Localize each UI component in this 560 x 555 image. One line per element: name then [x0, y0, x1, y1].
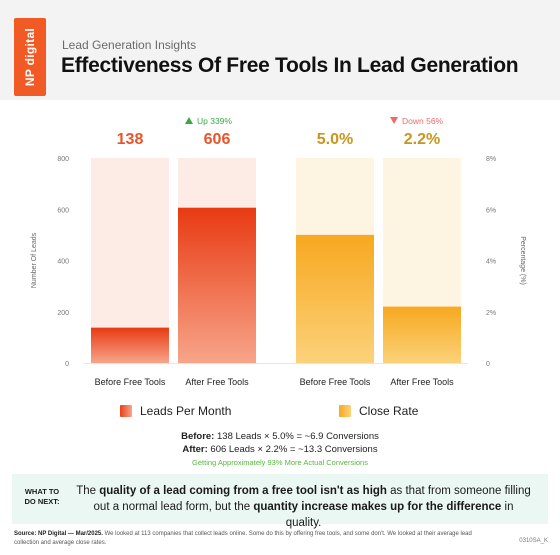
right-axis-label: Percentage (%)	[519, 236, 526, 285]
category-label: Before Free Tools	[300, 377, 371, 387]
what-to-do-next-text: The quality of a lead coming from a free…	[76, 485, 531, 529]
calc-after: After: 606 Leads × 2.2% = ~13.3 Conversi…	[182, 444, 378, 455]
left-tick-label: 200	[57, 310, 69, 317]
bar-rate-after	[383, 306, 461, 363]
right-tick-label: 4%	[486, 259, 496, 266]
legend-leads: Leads Per Month	[120, 404, 231, 418]
bar-rate-before	[296, 234, 374, 363]
bar-value-label: 606	[204, 131, 231, 148]
left-tick-label: 400	[57, 259, 69, 266]
legend-swatch-rate	[339, 405, 351, 417]
bar-value-label: 5.0%	[317, 131, 353, 148]
down-arrow-icon	[390, 117, 398, 124]
right-tick-label: 8%	[486, 156, 496, 163]
category-label: Before Free Tools	[95, 377, 166, 387]
source-note: Source: NP Digital — Mar/2025. We looked…	[14, 531, 472, 546]
bar-chart: 0 200 400 600 800 Number Of Leads 0 2% 4% 6% 8% Per…	[31, 116, 526, 387]
header: NP digital Lead Generation Insights Effe…	[0, 0, 560, 100]
left-tick-label: 600	[57, 207, 69, 214]
bar-leads-before	[91, 327, 169, 363]
np-digital-logo: NP digital	[14, 18, 46, 96]
left-tick-label: 800	[57, 156, 69, 163]
change-label: Down 56%	[402, 116, 444, 126]
right-tick-label: 0	[486, 361, 490, 368]
legend-swatch-leads	[120, 405, 132, 417]
page-title: Effectiveness Of Free Tools In Lead Gene…	[61, 54, 519, 77]
right-tick-label: 2%	[486, 310, 496, 317]
calc-note: Getting Approximately 93% More Actual Co…	[192, 458, 368, 467]
right-tick-label: 6%	[486, 207, 496, 214]
change-label: Up 339%	[197, 116, 232, 126]
legend-label-leads: Leads Per Month	[140, 404, 232, 418]
calc-before: Before: 138 Leads × 5.0% = ~6.9 Conversi…	[181, 431, 379, 442]
document-code: 0310SA_K	[519, 538, 548, 544]
left-tick-label: 0	[65, 361, 69, 368]
subtitle: Lead Generation Insights	[62, 38, 197, 52]
bar-leads-after	[178, 207, 256, 363]
legend-label-rate: Close Rate	[359, 404, 419, 418]
what-to-do-next-label: WHAT TO DO NEXT:	[24, 487, 60, 506]
legend-rate: Close Rate	[339, 404, 418, 418]
bar-value-label: 138	[117, 131, 144, 148]
what-to-do-next-box: WHAT TO DO NEXT: The quality of a lead c…	[12, 474, 548, 529]
up-arrow-icon	[185, 117, 193, 124]
category-label: After Free Tools	[390, 377, 454, 387]
bar-value-label: 2.2%	[404, 131, 440, 148]
conversion-calculation: Before: 138 Leads × 5.0% = ~6.9 Conversi…	[0, 430, 560, 469]
category-label: After Free Tools	[185, 377, 249, 387]
left-axis-label: Number Of Leads	[31, 232, 38, 288]
